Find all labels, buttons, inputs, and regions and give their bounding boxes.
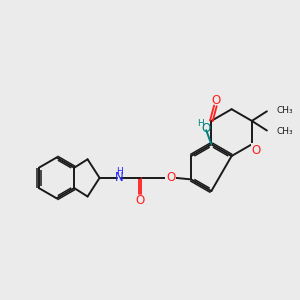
Text: O: O	[166, 171, 175, 184]
Text: O: O	[201, 122, 210, 135]
Text: N: N	[115, 171, 124, 184]
Text: CH₃: CH₃	[277, 127, 293, 136]
Text: H: H	[197, 119, 204, 128]
Text: O: O	[211, 94, 220, 106]
Text: H: H	[116, 167, 123, 176]
Text: O: O	[135, 194, 145, 207]
Text: O: O	[251, 144, 260, 157]
Text: CH₃: CH₃	[277, 106, 293, 115]
